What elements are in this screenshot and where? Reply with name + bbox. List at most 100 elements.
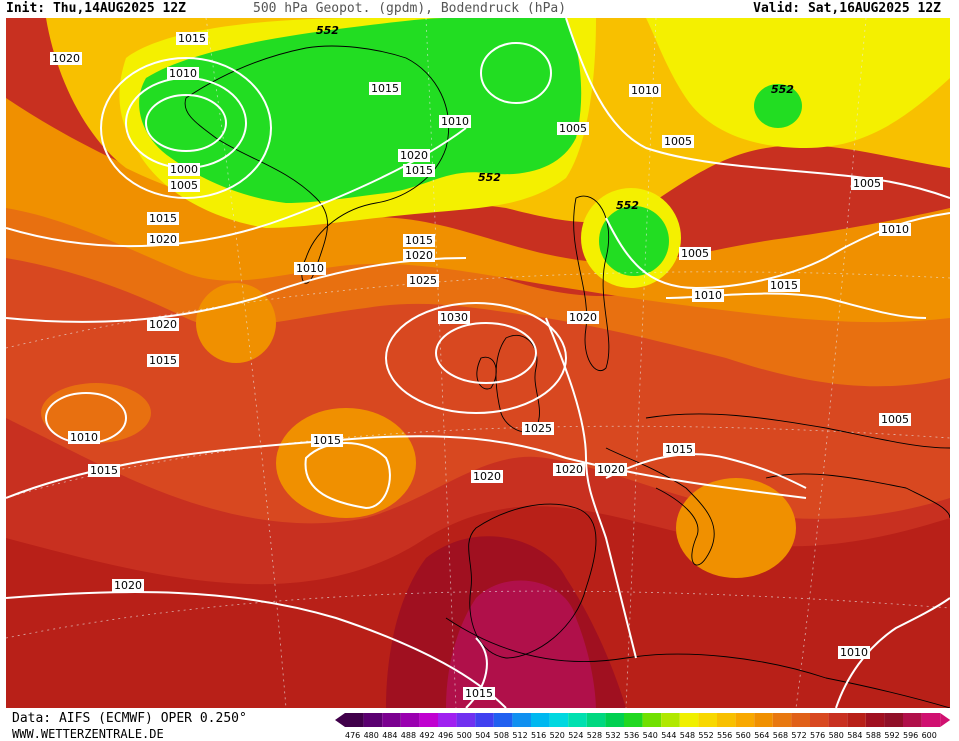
svg-text:1020: 1020 <box>569 311 597 324</box>
scale-cell <box>605 713 624 727</box>
label-g552-d: 552 <box>771 83 794 96</box>
scale-cell <box>828 713 848 727</box>
svg-text:1010: 1010 <box>169 67 197 80</box>
svg-text:1020: 1020 <box>597 463 625 476</box>
scale-tick-label: 544 <box>661 731 676 740</box>
label-p1005-e: 1005 <box>679 247 711 260</box>
scale-cell <box>400 713 420 727</box>
scale-cell <box>772 713 792 727</box>
scale-tick-label: 512 <box>512 731 527 740</box>
svg-text:1005: 1005 <box>559 122 587 135</box>
svg-text:1005: 1005 <box>853 177 881 190</box>
label-p1020-a: 1020 <box>50 52 82 65</box>
scale-cell <box>568 713 587 727</box>
weather-map: 1015 1020 1010 1015 1010 1020 1015 1000 … <box>6 18 950 708</box>
svg-text:1015: 1015 <box>665 443 693 456</box>
map-title: 500 hPa Geopot. (gpdm), Bodendruck (hPa) <box>253 1 567 16</box>
orange-blob-med <box>676 478 796 578</box>
isobar-low-greenland-east <box>480 42 552 104</box>
svg-text:1020: 1020 <box>149 233 177 246</box>
isobar-labels: 1015 1020 1010 1015 1010 1020 1015 1000 … <box>50 32 911 700</box>
label-p1015-g: 1015 <box>147 354 179 367</box>
magenta-field <box>446 580 596 708</box>
scale-cell <box>345 713 364 727</box>
scale-cell <box>735 713 755 727</box>
scale-tick-label: 548 <box>680 731 695 740</box>
label-p1010-f: 1010 <box>879 223 911 236</box>
map-header: Init: Thu,14AUG2025 12Z 500 hPa Geopot. … <box>0 0 959 18</box>
isobar-1020-south <box>6 591 507 708</box>
scale-tick-label: 580 <box>829 731 844 740</box>
scale-tick-label: 524 <box>568 731 583 740</box>
scale-cell <box>921 713 941 727</box>
scale-cell <box>791 713 810 727</box>
label-p1020-h: 1020 <box>595 463 627 476</box>
label-p1015-k: 1015 <box>463 687 495 700</box>
label-p1010-g: 1010 <box>68 431 100 444</box>
green-low-scandinavia <box>599 206 669 276</box>
label-p1015-e: 1015 <box>403 234 435 247</box>
scale-cell <box>754 713 773 727</box>
scale-tick-label: 564 <box>754 731 769 740</box>
color-scale: 476 480 484 488 492 496 500 504 508 512 516 520 524 5… <box>335 713 951 740</box>
label-p1020-b: 1020 <box>398 149 430 162</box>
scale-cell <box>493 713 513 727</box>
scale-tick-label: 504 <box>475 731 490 740</box>
iberia-coast <box>468 503 597 659</box>
label-p1010-a: 1010 <box>167 67 199 80</box>
scale-tick-label: 496 <box>438 731 453 740</box>
label-p1020-e: 1020 <box>567 311 599 324</box>
isobar-1020-central <box>545 317 637 659</box>
scale-cell <box>363 713 383 727</box>
map-canvas: 1015 1020 1010 1015 1010 1020 1015 1000 … <box>6 18 950 708</box>
label-p1015-a: 1015 <box>176 32 208 45</box>
scale-tick-label: 552 <box>698 731 713 740</box>
scale-cell <box>810 713 829 727</box>
isobar-high-1025 <box>385 302 567 414</box>
svg-text:1015: 1015 <box>149 354 177 367</box>
scale-cell <box>419 713 438 727</box>
svg-text:1020: 1020 <box>405 249 433 262</box>
label-p1010-c: 1010 <box>629 84 661 97</box>
svg-text:1015: 1015 <box>770 279 798 292</box>
scale-tick-label: 492 <box>419 731 434 740</box>
label-p1005-d: 1005 <box>851 177 883 190</box>
isobar-1015-atlantic <box>304 442 391 510</box>
scale-tick-label: 556 <box>717 731 732 740</box>
scale-tick-label: 588 <box>866 731 881 740</box>
scale-tick-label: 488 <box>401 731 416 740</box>
scale-cell <box>624 713 643 727</box>
italy-coast <box>605 447 715 566</box>
green-low-east <box>754 84 802 128</box>
svg-text:1015: 1015 <box>313 434 341 447</box>
scale-cell <box>475 713 494 727</box>
scale-tick-label: 484 <box>382 731 397 740</box>
label-g552-c: 552 <box>616 199 639 212</box>
label-p1015-h: 1015 <box>88 464 120 477</box>
svg-text:1010: 1010 <box>881 223 909 236</box>
scale-cell <box>512 713 531 727</box>
scale-tick-label: 500 <box>457 731 472 740</box>
scale-tick-label: 480 <box>364 731 379 740</box>
label-p1015-d: 1015 <box>147 212 179 225</box>
label-p1020-f: 1020 <box>147 318 179 331</box>
label-p1000: 1000 <box>168 163 200 176</box>
svg-text:1025: 1025 <box>524 422 552 435</box>
svg-text:1025: 1025 <box>409 274 437 287</box>
north-coast-east <box>645 413 950 449</box>
label-g552-a: 552 <box>316 24 339 37</box>
scale-tick-label: 560 <box>736 731 751 740</box>
isobar-1010-southeast <box>835 597 950 708</box>
scale-cell <box>382 713 401 727</box>
scale-cell <box>531 713 550 727</box>
svg-text:1015: 1015 <box>90 464 118 477</box>
label-p1015-f: 1015 <box>768 279 800 292</box>
svg-text:1015: 1015 <box>405 234 433 247</box>
svg-text:1010: 1010 <box>840 646 868 659</box>
svg-text:1020: 1020 <box>555 463 583 476</box>
scale-cell <box>456 713 476 727</box>
label-p1020-c: 1020 <box>147 233 179 246</box>
scale-cell <box>903 713 922 727</box>
scale-tick-label: 528 <box>587 731 602 740</box>
map-footer: Data: AIFS (ECMWF) OPER 0.250° WWW.WETTE… <box>0 710 959 741</box>
